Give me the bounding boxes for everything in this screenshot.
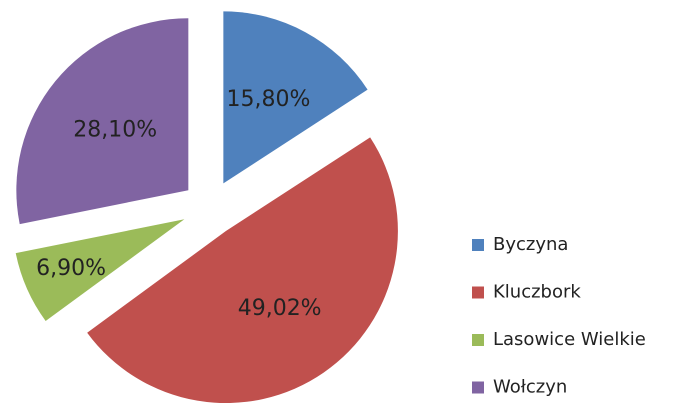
data-label: 15,80% xyxy=(227,87,311,112)
legend-label: Lasowice Wielkie xyxy=(493,329,646,350)
data-label: 28,10% xyxy=(73,117,157,142)
legend-label: Byczyna xyxy=(493,234,568,255)
pie-slice xyxy=(87,137,398,404)
pie-slice xyxy=(15,219,185,321)
pie-slice xyxy=(16,18,189,225)
legend-swatch xyxy=(472,239,484,251)
legend-label: Kluczbork xyxy=(493,282,581,303)
data-label: 49,02% xyxy=(238,296,322,321)
pie-slice xyxy=(223,11,368,184)
legend-swatch xyxy=(472,381,484,394)
data-label: 6,90% xyxy=(36,256,106,281)
legend-swatch xyxy=(472,334,484,346)
legend-label: Wołczyn xyxy=(493,377,567,398)
legend-swatch xyxy=(472,286,484,299)
